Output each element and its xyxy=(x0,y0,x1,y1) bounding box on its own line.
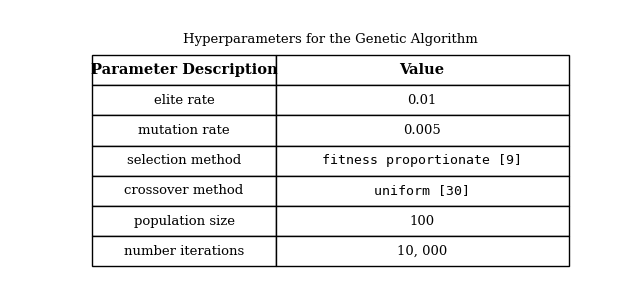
Text: 0.005: 0.005 xyxy=(403,124,441,137)
Text: 10, 000: 10, 000 xyxy=(397,245,447,258)
Text: 100: 100 xyxy=(410,215,435,228)
Bar xyxy=(92,85,276,115)
Bar xyxy=(276,115,568,146)
Text: selection method: selection method xyxy=(127,154,241,167)
Text: uniform [30]: uniform [30] xyxy=(374,185,470,198)
Bar xyxy=(276,55,568,85)
Bar xyxy=(276,236,568,266)
Bar xyxy=(276,146,568,176)
Text: elite rate: elite rate xyxy=(154,94,214,107)
Bar xyxy=(92,176,276,206)
Bar xyxy=(276,85,568,115)
Text: Hyperparameters for the Genetic Algorithm: Hyperparameters for the Genetic Algorith… xyxy=(183,33,478,46)
Bar xyxy=(92,206,276,236)
Text: fitness proportionate [9]: fitness proportionate [9] xyxy=(322,154,522,167)
Text: number iterations: number iterations xyxy=(124,245,244,258)
Text: 0.01: 0.01 xyxy=(408,94,437,107)
Bar xyxy=(92,236,276,266)
Bar xyxy=(92,55,276,85)
Text: Value: Value xyxy=(399,63,445,77)
Bar xyxy=(92,115,276,146)
Text: Parameter Description: Parameter Description xyxy=(91,63,277,77)
Text: population size: population size xyxy=(134,215,235,228)
Text: crossover method: crossover method xyxy=(124,185,244,198)
Bar xyxy=(276,176,568,206)
Bar xyxy=(92,146,276,176)
Bar xyxy=(276,206,568,236)
Text: mutation rate: mutation rate xyxy=(138,124,230,137)
